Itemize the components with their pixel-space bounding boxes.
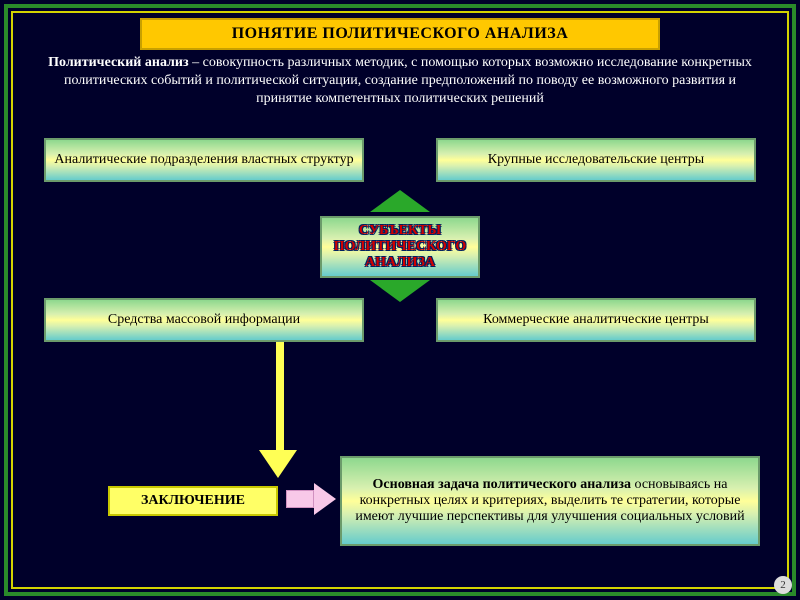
box-research-centers: Крупные исследовательские центры [436, 138, 756, 182]
conclusion-label: ЗАКЛЮЧЕНИЕ [141, 493, 245, 509]
center-subjects-box: СУБЪЕКТЫ ПОЛИТИЧЕСКОГО АНАЛИЗА [320, 216, 480, 278]
page-number: 2 [780, 579, 786, 591]
box-label: Коммерческие аналитические центры [483, 312, 709, 328]
page-number-badge: 2 [774, 576, 792, 594]
task-box: Основная задача политического анализа ос… [340, 456, 760, 546]
right-arrow-icon [286, 490, 314, 508]
box-label: Крупные исследовательские центры [488, 152, 704, 168]
arrow-down-icon [370, 280, 430, 302]
box-commercial-centers: Коммерческие аналитические центры [436, 298, 756, 342]
box-label: Аналитические подразделения властных стр… [54, 152, 353, 168]
down-long-arrow-head-icon [259, 450, 297, 478]
page-title: ПОНЯТИЕ ПОЛИТИЧЕСКОГО АНАЛИЗА [232, 25, 569, 43]
conclusion-box: ЗАКЛЮЧЕНИЕ [108, 486, 278, 516]
definition-text: Политический анализ – совокупность разли… [40, 54, 760, 109]
box-analytical-divisions: Аналитические подразделения властных стр… [44, 138, 364, 182]
down-long-arrow-line [280, 342, 284, 454]
box-label: Средства массовой информации [108, 312, 300, 328]
center-label: СУБЪЕКТЫ ПОЛИТИЧЕСКОГО АНАЛИЗА [322, 223, 478, 271]
box-mass-media: Средства массовой информации [44, 298, 364, 342]
arrow-up-icon [370, 190, 430, 212]
page-title-box: ПОНЯТИЕ ПОЛИТИЧЕСКОГО АНАЛИЗА [140, 18, 660, 50]
definition-term: Политический анализ [48, 55, 189, 70]
task-term: Основная задача политического анализа [373, 477, 631, 492]
